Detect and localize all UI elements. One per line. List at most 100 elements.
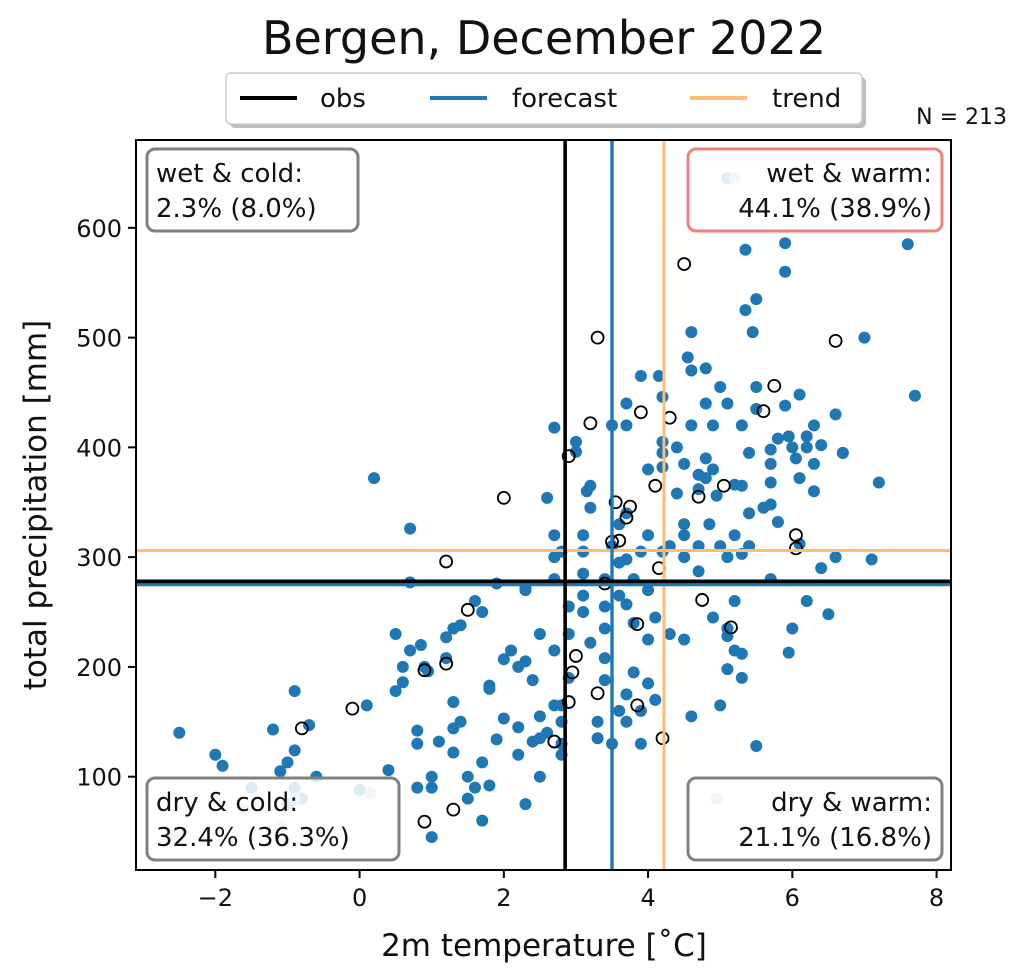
forecast-point — [613, 518, 626, 531]
forecast-point — [411, 724, 424, 737]
forecast-point — [425, 781, 438, 794]
forecast-point — [743, 446, 756, 459]
forecast-point — [678, 518, 691, 531]
forecast-point — [533, 627, 546, 640]
forecast-point — [591, 732, 604, 745]
forecast-point — [807, 485, 820, 498]
forecast-point — [829, 551, 842, 564]
obs-point — [789, 541, 803, 556]
forecast-point — [735, 419, 748, 432]
forecast-point — [526, 674, 539, 687]
forecast-point — [267, 723, 280, 736]
obs-point — [417, 814, 432, 829]
forecast-point — [414, 638, 427, 651]
chart-title: Bergen, December 2022 — [262, 11, 826, 65]
y-tick-label: 500 — [76, 325, 122, 353]
forecast-point — [858, 331, 871, 344]
forecast-point — [533, 770, 546, 783]
forecast-point — [620, 397, 633, 410]
quadrant-percent: 32.4% (36.3%) — [156, 823, 350, 853]
x-axis-label: 2m temperature [˚C] — [381, 928, 707, 964]
forecast-point — [382, 764, 395, 777]
forecast-point — [721, 397, 734, 410]
obs-point — [496, 490, 511, 505]
forecast-point — [670, 441, 683, 454]
forecast-point — [699, 472, 712, 485]
forecast-point — [541, 491, 554, 504]
forecast-point — [652, 370, 665, 383]
forecast-point — [368, 472, 381, 485]
forecast-point — [303, 719, 316, 732]
forecast-point — [584, 479, 597, 492]
obs-point — [630, 698, 645, 713]
forecast-point — [739, 243, 752, 256]
forecast-point — [807, 419, 820, 432]
obs-point — [569, 649, 583, 663]
obs-point — [724, 620, 738, 635]
quadrant-box-wet-warm: wet & warm: 44.1% (38.9%) — [686, 147, 944, 233]
forecast-point — [678, 529, 691, 542]
forecast-point — [425, 770, 438, 783]
forecast-point — [454, 619, 467, 632]
forecast-point — [815, 562, 828, 575]
legend-label-trend: trend — [772, 84, 841, 114]
forecast-point — [710, 489, 723, 502]
forecast-point — [786, 622, 799, 635]
obs-point — [417, 663, 432, 678]
forecast-point — [274, 765, 287, 778]
forecast-point — [735, 647, 748, 660]
forecast-point — [649, 693, 662, 706]
forecast-point — [743, 507, 756, 520]
forecast-point — [447, 746, 460, 759]
forecast-point — [598, 674, 611, 687]
forecast-point — [620, 507, 633, 520]
obs-point — [756, 404, 771, 419]
forecast-point — [865, 553, 878, 566]
forecast-point — [685, 710, 698, 723]
forecast-point — [440, 631, 453, 644]
legend: obs forecast trend — [225, 72, 866, 128]
forecast-point — [634, 370, 647, 383]
y-tick-label: 400 — [76, 434, 122, 462]
quadrant-box-wet-cold: wet & cold: 2.3% (8.0%) — [145, 147, 360, 233]
forecast-point — [577, 529, 590, 542]
forecast-point — [620, 598, 633, 611]
forecast-point — [800, 595, 813, 608]
forecast-point — [642, 463, 655, 476]
forecast-point — [721, 551, 734, 564]
forecast-point — [476, 814, 489, 827]
forecast-point — [519, 584, 532, 597]
forecast-point — [173, 726, 186, 739]
forecast-point — [432, 735, 445, 748]
y-axis-label: total precipitation [mm] — [18, 320, 54, 690]
forecast-point — [447, 696, 460, 709]
forecast-point — [584, 636, 597, 649]
quadrant-percent: 44.1% (38.9%) — [738, 194, 932, 224]
forecast-point — [714, 380, 727, 393]
forecast-point — [209, 748, 222, 761]
obs-point — [561, 695, 576, 709]
forecast-point — [411, 737, 424, 750]
forecast-point — [735, 479, 748, 492]
forecast-point — [789, 452, 802, 465]
forecast-point — [288, 744, 301, 757]
forecast-point — [476, 606, 489, 619]
forecast-point — [634, 737, 647, 750]
forecast-point — [404, 522, 417, 535]
quadrant-frame — [686, 776, 944, 862]
quadrant-frame — [145, 776, 401, 862]
forecast-point — [642, 584, 655, 597]
forecast-point — [699, 362, 712, 375]
forecast-point — [360, 699, 373, 712]
forecast-point — [678, 551, 691, 564]
forecast-point — [829, 408, 842, 421]
obs-point — [648, 478, 663, 493]
forecast-point — [836, 446, 849, 459]
obs-point — [767, 378, 782, 393]
reference-lines — [136, 140, 951, 870]
obs-point — [716, 478, 731, 493]
forecast-point — [706, 611, 719, 624]
quadrant-percent: 2.3% (8.0%) — [156, 194, 317, 224]
forecast-point — [678, 633, 691, 646]
